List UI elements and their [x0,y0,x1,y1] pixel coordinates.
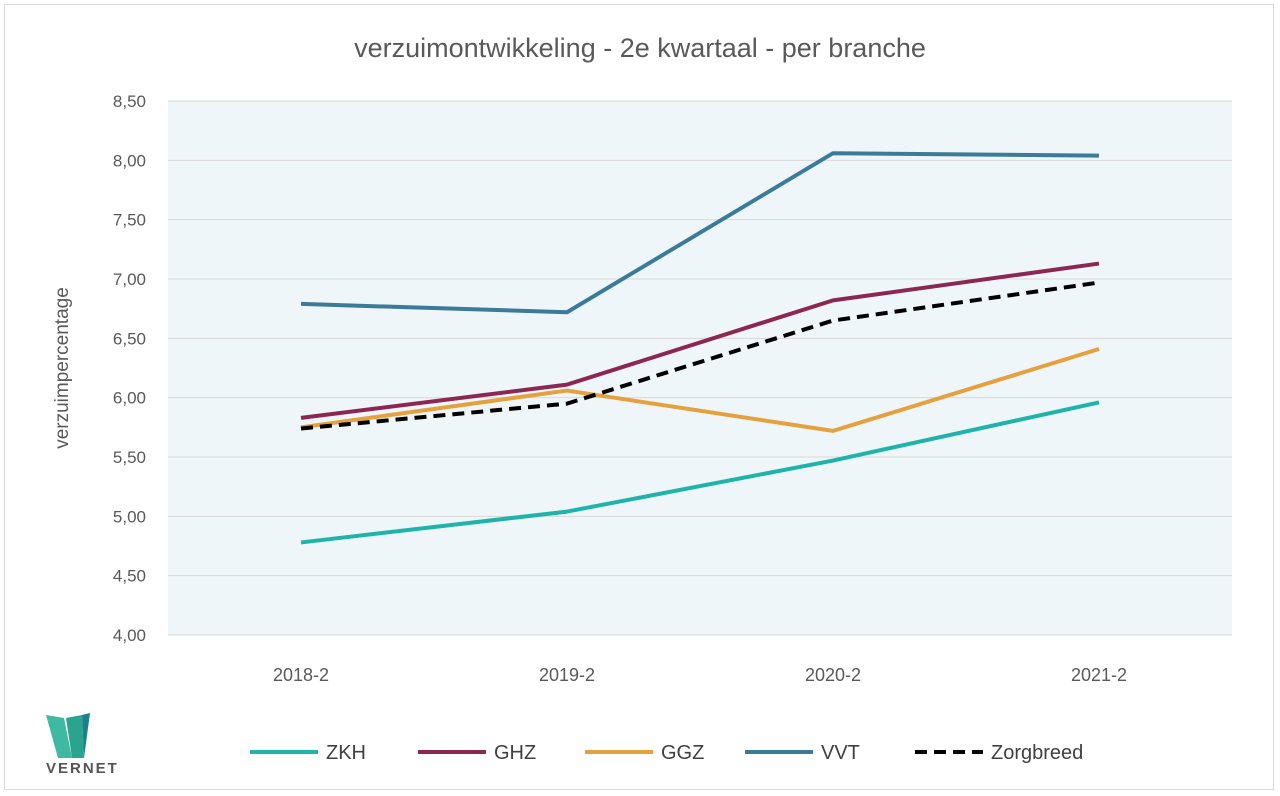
series-line-ggz [300,347,1100,433]
y-axis-label: verzuimpercentage [52,287,73,449]
x-tick-label: 2018-2 [273,665,329,685]
logo-text: VERNET [46,760,119,777]
legend-label-ghz: GHZ [494,742,536,764]
y-tick-label: 5,00 [113,507,146,526]
x-tick-label: 2019-2 [539,665,595,685]
vernet-logo [46,713,90,758]
y-tick-label: 7,00 [113,270,146,289]
x-tick-label: 2021-2 [1071,665,1127,685]
series-line-zkh [300,400,1100,545]
y-tick-label: 8,00 [113,151,146,170]
legend-label-vvt: VVT [821,742,860,764]
legend-label-zkh: ZKH [326,742,366,764]
chart-title: verzuimontwikkeling - 2e kwartaal - per … [354,33,926,63]
chart-frame [4,4,1274,790]
x-tick-label: 2020-2 [805,665,861,685]
series-line-vvt [300,151,1100,315]
y-tick-label: 6,50 [113,329,146,348]
y-tick-label: 6,00 [113,389,146,408]
series-line-ghz [300,261,1100,420]
series-line-zorgbreed [300,280,1100,431]
y-tick-label: 7,50 [113,211,146,230]
y-tick-label: 5,50 [113,448,146,467]
y-tick-label: 8,50 [113,92,146,111]
legend-label-ggz: GGZ [661,742,704,764]
legend-label-zorgbreed: Zorgbreed [991,742,1083,764]
y-tick-label: 4,00 [113,626,146,645]
plot-area [168,101,1232,635]
y-tick-label: 4,50 [113,567,146,586]
